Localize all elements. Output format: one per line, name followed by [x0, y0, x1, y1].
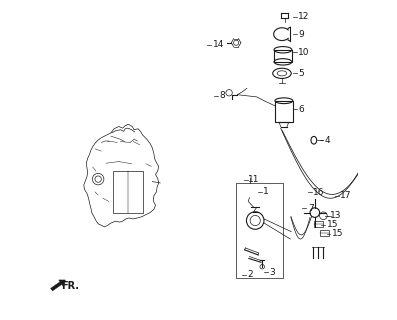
- Text: 14: 14: [213, 40, 224, 49]
- Text: 13: 13: [330, 211, 341, 220]
- Polygon shape: [50, 280, 66, 291]
- Text: 3: 3: [270, 268, 275, 277]
- Text: 16: 16: [313, 188, 325, 197]
- Bar: [275, 101, 293, 123]
- Text: 12: 12: [298, 12, 310, 21]
- Bar: [236, 183, 283, 278]
- Bar: [314, 221, 324, 227]
- Text: 7: 7: [308, 204, 314, 213]
- Text: FR.: FR.: [62, 281, 79, 291]
- Text: 11: 11: [248, 175, 259, 184]
- Text: 15: 15: [332, 229, 343, 238]
- Bar: [113, 171, 143, 212]
- Text: 15: 15: [327, 220, 338, 229]
- Text: 10: 10: [298, 48, 310, 57]
- Text: 17: 17: [340, 191, 352, 200]
- Bar: [320, 230, 329, 236]
- Text: 5: 5: [298, 69, 304, 78]
- Text: 2: 2: [247, 270, 253, 279]
- Text: 6: 6: [298, 105, 304, 114]
- Bar: [274, 50, 292, 62]
- Text: 9: 9: [298, 30, 304, 39]
- Text: 1: 1: [263, 188, 269, 196]
- Text: 4: 4: [325, 136, 331, 145]
- Text: 8: 8: [220, 91, 225, 100]
